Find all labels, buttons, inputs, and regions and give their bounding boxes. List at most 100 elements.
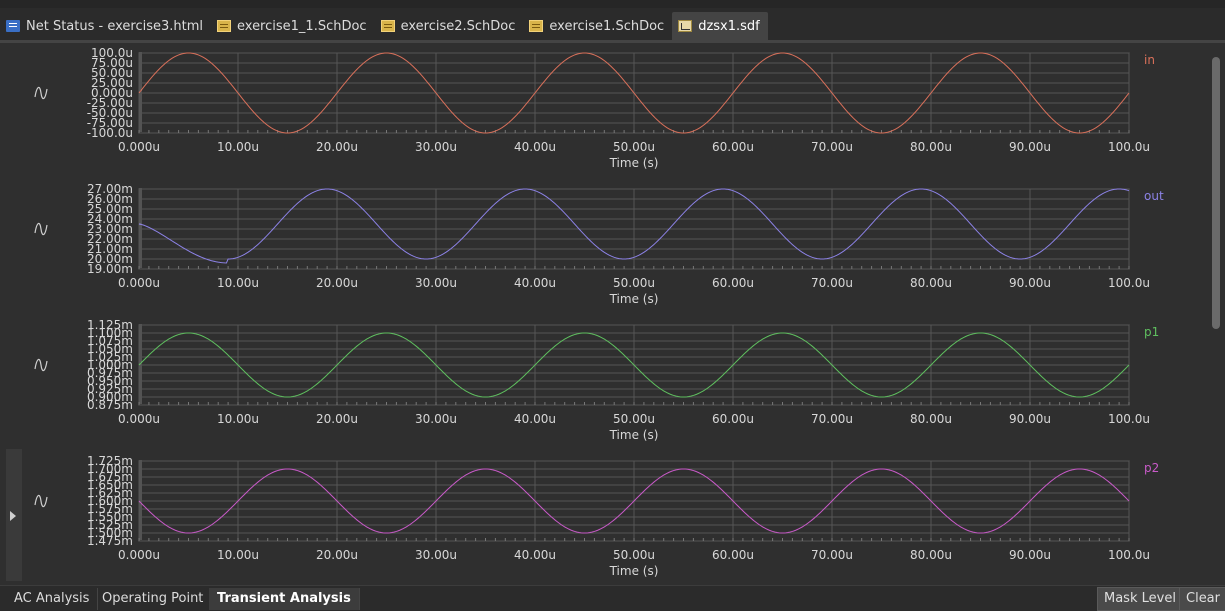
waveform-panel-out: 27.00m26.00m25.00m24.00m23.00m22.00m21.0… [34,182,1164,306]
y-tick-label: 1.575m [87,502,133,516]
simulation-file-icon [678,20,693,32]
y-tick-label: 0.875m [87,398,133,412]
x-tick-label: 100.0u [1108,412,1150,426]
panel-expand-handle[interactable] [6,449,22,581]
vertical-scrollbar[interactable] [1208,43,1225,583]
x-tick-label: 90.00u [1009,548,1051,562]
clear-button[interactable]: Clear [1179,587,1225,611]
x-tick-label: 0.000u [118,412,160,426]
x-tick-label: 40.00u [514,412,556,426]
x-tick-label: 30.00u [415,548,457,562]
y-tick-label: 1.725m [87,454,133,468]
y-tick-label: 1.600m [87,494,133,508]
tab-label: dzsx1.sdf [698,18,760,34]
html-file-icon [6,20,20,32]
waveform-icon [34,86,48,100]
y-tick-label: 1.125m [87,318,133,332]
waveform-line-p1 [138,332,1130,398]
y-tick-label: 1.100m [87,326,133,340]
x-tick-label: 50.00u [613,140,655,154]
x-tick-label: 70.00u [811,276,853,290]
y-tick-label: 0.000u [91,86,133,100]
x-axis-label: Time (s) [609,156,659,170]
y-tick-label: 23.00m [87,222,133,236]
left-panel-strip [0,43,22,583]
y-tick-label: -25.00u [87,96,133,110]
y-tick-label: 25.00m [87,202,133,216]
x-tick-label: 20.00u [316,276,358,290]
tab-operating-point[interactable]: Operating Point [94,588,213,610]
waveform-icon [34,222,48,236]
tab-net-status[interactable]: Net Status - exercise3.html [0,12,211,40]
waveform-panel-p2: 1.725m1.700m1.675m1.650m1.625m1.600m1.57… [34,454,1159,578]
y-tick-label: 0.950m [87,374,133,388]
y-tick-label: 25.00u [91,76,133,90]
series-label-p1: p1 [1144,325,1159,339]
mask-level-button[interactable]: Mask Level [1097,587,1183,611]
y-tick-label: 24.00m [87,212,133,226]
y-tick-label: 1.000m [87,358,133,372]
x-tick-label: 50.00u [613,548,655,562]
y-tick-label: 1.525m [87,518,133,532]
x-tick-label: 70.00u [811,548,853,562]
y-tick-label: 1.650m [87,478,133,492]
y-tick-label: 0.975m [87,366,133,380]
x-tick-label: 40.00u [514,140,556,154]
tab-ac-analysis[interactable]: AC Analysis [6,588,99,610]
scrollbar-thumb[interactable] [1212,57,1220,329]
y-tick-label: -75.00u [87,116,133,130]
tab-label: Net Status - exercise3.html [26,18,203,34]
x-tick-label: 90.00u [1009,412,1051,426]
tab-exercise1-schdoc[interactable]: exercise1.SchDoc [523,12,672,40]
y-tick-label: 1.075m [87,334,133,348]
x-tick-label: 90.00u [1009,276,1051,290]
x-tick-label: 0.000u [118,140,160,154]
y-tick-label: 1.025m [87,350,133,364]
y-tick-label: 20.00m [87,252,133,266]
x-tick-label: 60.00u [712,140,754,154]
y-tick-label: 21.00m [87,242,133,256]
y-tick-label: 75.00u [91,56,133,70]
x-tick-label: 20.00u [316,412,358,426]
x-tick-label: 100.0u [1108,140,1150,154]
tab-exercise2-schdoc[interactable]: exercise2.SchDoc [375,12,524,40]
x-tick-label: 70.00u [811,140,853,154]
series-label-p2: p2 [1144,461,1159,475]
x-tick-label: 10.00u [217,140,259,154]
schematic-file-icon [380,20,395,32]
x-tick-label: 50.00u [613,412,655,426]
waveform-panel-in: 100.0u75.00u50.00u25.00u0.000u-25.00u-50… [34,46,1155,170]
y-tick-label: 0.925m [87,382,133,396]
y-tick-label: 27.00m [87,182,133,196]
tab-dzsx1-sdf[interactable]: dzsx1.sdf [672,12,768,40]
tab-transient-analysis[interactable]: Transient Analysis [209,588,360,610]
x-tick-label: 100.0u [1108,548,1150,562]
y-tick-label: -50.00u [87,106,133,120]
x-tick-label: 60.00u [712,276,754,290]
y-tick-label: 22.00m [87,232,133,246]
tab-exercise1-1-schdoc[interactable]: exercise1_1.SchDoc [211,12,375,40]
x-tick-label: 30.00u [415,412,457,426]
x-tick-label: 40.00u [514,276,556,290]
x-axis-label: Time (s) [609,292,659,306]
x-tick-label: 70.00u [811,412,853,426]
y-tick-label: -100.0u [87,126,133,140]
waveform-panel-p1: 1.125m1.100m1.075m1.050m1.025m1.000m0.97… [34,318,1159,442]
waveform-plot-area: 100.0u 75.00u 50.00u 25.00u 0.000u -25.00u -50… [22,43,1208,583]
schematic-file-icon [529,20,544,32]
y-tick-label: 1.550m [87,510,133,524]
x-tick-label: 30.00u [415,140,457,154]
series-label-in: in [1144,53,1155,67]
series-label-out: out [1144,189,1164,203]
waveform-line-p2 [138,468,1130,534]
x-tick-label: 0.000u [118,276,160,290]
y-tick-label: 1.625m [87,486,133,500]
y-tick-label: 0.900m [87,390,133,404]
y-tick-label: 50.00u [91,66,133,80]
tab-label: exercise1.SchDoc [549,18,665,34]
x-axis-label: Time (s) [609,564,659,578]
document-tab-bar: Net Status - exercise3.html exercise1_1.… [0,8,1225,43]
x-tick-label: 90.00u [1009,140,1051,154]
y-tick-label: 100.0u [91,46,133,60]
x-tick-label: 10.00u [217,276,259,290]
